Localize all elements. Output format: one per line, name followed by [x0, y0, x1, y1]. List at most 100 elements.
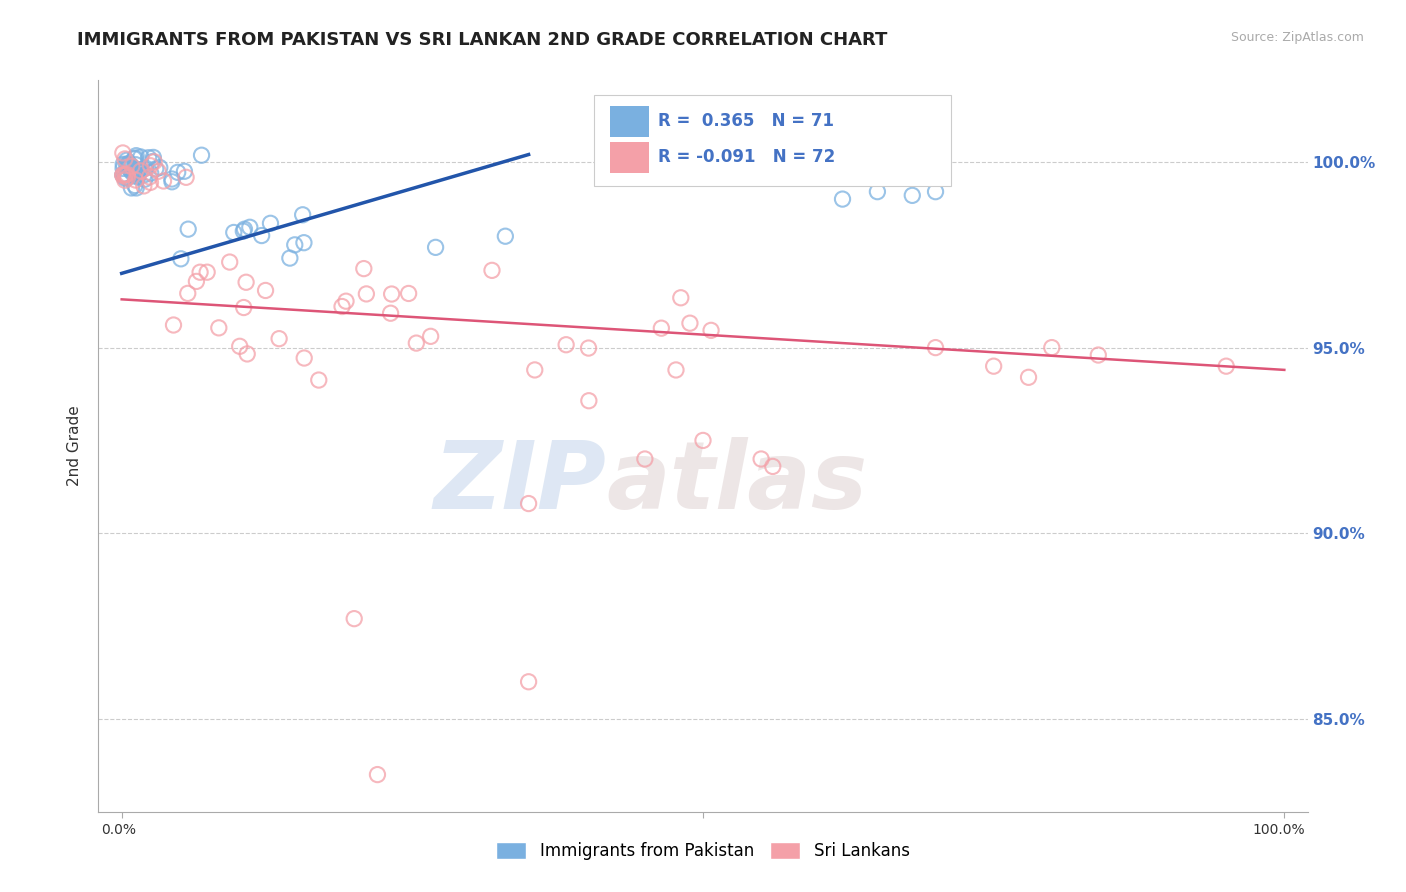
Y-axis label: 2nd Grade: 2nd Grade [67, 406, 83, 486]
Point [1087, 348, 1109, 362]
Point [121, 165, 143, 179]
Point [143, 154, 166, 169]
Text: IMMIGRANTS FROM PAKISTAN VS SRI LANKAN 2ND GRADE CORRELATION CHART: IMMIGRANTS FROM PAKISTAN VS SRI LANKAN 2… [77, 31, 887, 49]
Point [517, 674, 540, 689]
Point [523, 363, 546, 377]
Point [134, 172, 156, 186]
Point [124, 173, 146, 187]
Text: 100.0%: 100.0% [1253, 822, 1305, 837]
Point [259, 216, 281, 230]
Point [114, 171, 136, 186]
Legend: Immigrants from Pakistan, Sri Lankans: Immigrants from Pakistan, Sri Lankans [489, 835, 917, 867]
Text: Source: ZipAtlas.com: Source: ZipAtlas.com [1230, 31, 1364, 45]
Text: R = -0.091   N = 72: R = -0.091 N = 72 [658, 148, 835, 166]
Point [901, 188, 924, 202]
Point [335, 294, 357, 309]
Point [292, 235, 315, 250]
Point [138, 169, 160, 184]
Point [250, 228, 273, 243]
Point [111, 169, 134, 183]
Point [112, 157, 135, 171]
Point [115, 153, 138, 168]
Point [983, 359, 1005, 374]
Point [173, 164, 195, 178]
FancyBboxPatch shape [595, 95, 950, 186]
Point [120, 163, 142, 178]
Point [692, 434, 714, 448]
Point [517, 497, 540, 511]
Point [139, 175, 162, 189]
Point [186, 274, 208, 288]
Point [132, 168, 155, 182]
Point [127, 162, 149, 177]
Point [127, 169, 149, 183]
Point [114, 173, 136, 187]
Point [177, 222, 200, 236]
Point [343, 612, 366, 626]
Point [924, 341, 946, 355]
Point [120, 160, 142, 174]
Point [174, 170, 197, 185]
Point [122, 166, 145, 180]
Point [665, 363, 688, 377]
Point [669, 291, 692, 305]
Point [120, 181, 142, 195]
Point [831, 192, 853, 206]
Point [112, 167, 135, 181]
Point [112, 161, 135, 176]
Point [284, 237, 307, 252]
Text: R =  0.365   N = 71: R = 0.365 N = 71 [658, 112, 834, 129]
Point [145, 161, 167, 176]
Point [124, 152, 146, 166]
Point [125, 181, 148, 195]
Point [148, 164, 170, 178]
Point [232, 224, 254, 238]
Point [138, 151, 160, 165]
Point [118, 158, 141, 172]
Point [124, 178, 146, 193]
Point [125, 158, 148, 172]
Point [127, 170, 149, 185]
Point [132, 178, 155, 193]
Point [330, 300, 353, 314]
Point [152, 174, 174, 188]
Point [679, 316, 702, 330]
Point [650, 321, 672, 335]
Point [924, 185, 946, 199]
Point [166, 165, 188, 179]
Point [222, 226, 245, 240]
Point [125, 149, 148, 163]
Point [117, 168, 139, 182]
Point [494, 229, 516, 244]
FancyBboxPatch shape [610, 106, 648, 136]
Point [269, 332, 291, 346]
Point [353, 261, 375, 276]
Point [481, 263, 503, 277]
Point [233, 222, 256, 236]
Point [700, 323, 723, 337]
Point [170, 252, 193, 266]
Point [122, 163, 145, 178]
Point [578, 341, 600, 355]
Point [162, 318, 184, 332]
Point [308, 373, 330, 387]
Point [115, 170, 138, 185]
Point [160, 172, 183, 186]
Point [114, 168, 136, 182]
Point [114, 152, 136, 166]
Point [278, 251, 301, 265]
Point [1040, 341, 1063, 355]
Point [229, 339, 252, 353]
Point [366, 767, 388, 781]
Point [129, 150, 152, 164]
Point [115, 157, 138, 171]
Point [578, 393, 600, 408]
Point [139, 166, 162, 180]
Point [425, 240, 447, 254]
Point [124, 166, 146, 180]
Point [111, 145, 134, 160]
Point [111, 168, 134, 182]
FancyBboxPatch shape [610, 143, 648, 173]
Point [177, 286, 200, 301]
Point [118, 156, 141, 170]
